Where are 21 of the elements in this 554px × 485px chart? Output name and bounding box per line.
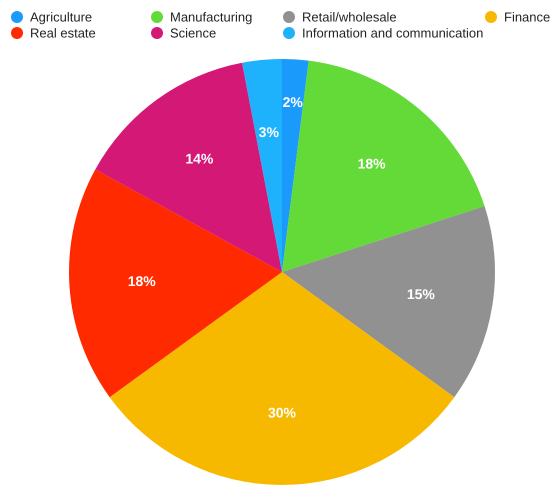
pie-slice: [110, 272, 454, 485]
pie-slice: [69, 169, 282, 398]
pie-slice: [95, 62, 282, 272]
legend-label: Retail/wholesale: [302, 10, 397, 24]
legend-label: Science: [170, 26, 216, 40]
pie-slice: [282, 59, 309, 272]
legend-label: Manufacturing: [170, 10, 252, 24]
data-label: 30%: [268, 404, 297, 421]
data-label: 3%: [258, 124, 280, 140]
data-label: 2%: [282, 94, 304, 110]
pie-slice: [242, 59, 282, 272]
data-label: 18%: [358, 156, 386, 172]
legend-label: Real estate: [30, 26, 96, 40]
data-label: 15%: [406, 286, 436, 302]
legend-label: Information and communication: [302, 26, 484, 40]
data-label: 14%: [185, 150, 214, 166]
legend-label: Agriculture: [30, 10, 92, 24]
legend-label: Finance: [504, 10, 550, 24]
data-label: 18%: [128, 272, 156, 289]
pie-slice: [282, 60, 485, 272]
pie-slice: [282, 206, 495, 398]
